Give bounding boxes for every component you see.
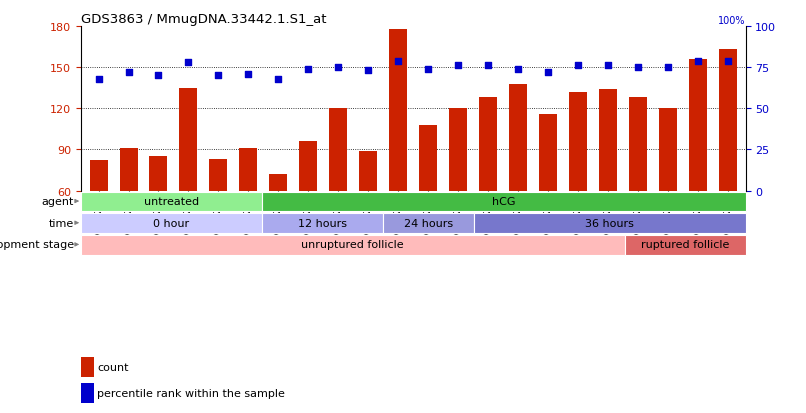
Bar bbox=[119, 149, 138, 191]
Bar bbox=[269, 175, 287, 191]
Point bbox=[272, 76, 285, 83]
Bar bbox=[149, 157, 168, 191]
Bar bbox=[599, 90, 617, 191]
Text: 0 hour: 0 hour bbox=[153, 218, 189, 228]
Bar bbox=[299, 142, 318, 191]
Text: percentile rank within the sample: percentile rank within the sample bbox=[98, 388, 285, 398]
Bar bbox=[262, 192, 746, 212]
Bar bbox=[625, 235, 746, 255]
Bar bbox=[509, 84, 527, 191]
Bar bbox=[329, 109, 347, 191]
Point bbox=[451, 63, 464, 70]
Bar bbox=[180, 88, 197, 191]
Text: ruptured follicle: ruptured follicle bbox=[641, 240, 729, 250]
Text: 12 hours: 12 hours bbox=[298, 218, 347, 228]
Bar bbox=[419, 126, 437, 191]
Bar bbox=[629, 98, 646, 191]
Point bbox=[422, 66, 434, 73]
Point bbox=[92, 76, 105, 83]
Point bbox=[152, 73, 165, 79]
Point bbox=[182, 60, 195, 66]
Bar bbox=[89, 161, 107, 191]
Bar bbox=[81, 235, 625, 255]
Bar bbox=[479, 98, 497, 191]
Bar bbox=[389, 30, 407, 191]
Text: development stage: development stage bbox=[0, 240, 74, 250]
Bar bbox=[449, 109, 467, 191]
Text: time: time bbox=[48, 218, 74, 228]
Point bbox=[661, 64, 674, 71]
Text: agent: agent bbox=[42, 197, 74, 206]
Text: 36 hours: 36 hours bbox=[585, 218, 634, 228]
Point bbox=[362, 68, 375, 74]
Point bbox=[301, 66, 314, 73]
Bar bbox=[383, 214, 474, 233]
Point bbox=[392, 58, 405, 65]
Bar bbox=[81, 383, 94, 403]
Bar bbox=[359, 152, 377, 191]
Text: hCG: hCG bbox=[492, 197, 516, 206]
Bar bbox=[539, 114, 557, 191]
Bar bbox=[210, 160, 227, 191]
Text: GDS3863 / MmugDNA.33442.1.S1_at: GDS3863 / MmugDNA.33442.1.S1_at bbox=[81, 13, 326, 26]
Point bbox=[512, 66, 525, 73]
Text: 24 hours: 24 hours bbox=[404, 218, 453, 228]
Point bbox=[721, 58, 734, 65]
Bar bbox=[239, 149, 257, 191]
Point bbox=[122, 69, 135, 76]
Bar bbox=[262, 214, 383, 233]
Bar bbox=[81, 192, 262, 212]
Point bbox=[631, 64, 644, 71]
Bar bbox=[81, 357, 94, 377]
Point bbox=[242, 71, 255, 78]
Text: unruptured follicle: unruptured follicle bbox=[301, 240, 404, 250]
Bar bbox=[719, 50, 737, 191]
Text: untreated: untreated bbox=[143, 197, 199, 206]
Bar bbox=[81, 214, 262, 233]
Text: count: count bbox=[98, 362, 129, 372]
Point bbox=[692, 58, 704, 65]
Bar bbox=[569, 93, 587, 191]
Point bbox=[571, 63, 584, 70]
Bar bbox=[659, 109, 677, 191]
Bar bbox=[474, 214, 746, 233]
Point bbox=[212, 73, 225, 79]
Point bbox=[481, 63, 494, 70]
Text: 100%: 100% bbox=[718, 16, 746, 26]
Point bbox=[601, 63, 614, 70]
Point bbox=[332, 64, 345, 71]
Point bbox=[542, 69, 555, 76]
Bar bbox=[688, 60, 707, 191]
